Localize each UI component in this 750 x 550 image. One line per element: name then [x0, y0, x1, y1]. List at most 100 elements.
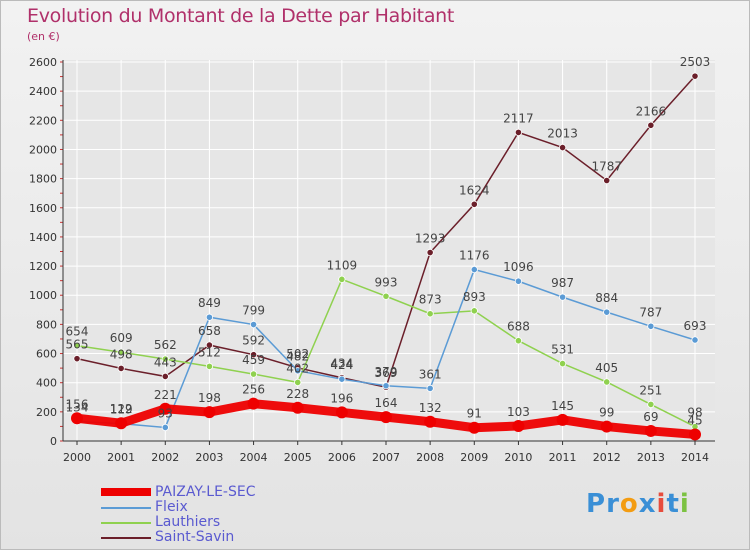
x-tick-label: 2007	[372, 451, 400, 464]
data-point	[600, 420, 613, 433]
data-point	[558, 143, 567, 152]
x-tick-label: 2012	[593, 451, 621, 464]
y-tick-label: 1800	[29, 173, 57, 186]
data-point	[647, 400, 655, 409]
data-point	[161, 423, 169, 432]
x-tick-label: 2004	[240, 451, 268, 464]
data-label: 609	[110, 331, 133, 345]
legend-label-saint-savin: Saint-Savin	[155, 529, 235, 545]
data-label: 658	[198, 324, 221, 338]
x-tick-label: 2000	[63, 451, 91, 464]
data-label: 531	[551, 343, 574, 357]
data-point	[247, 397, 260, 410]
data-point	[514, 277, 523, 285]
data-point	[338, 375, 346, 383]
data-point	[558, 293, 567, 301]
y-tick-label: 400	[36, 377, 57, 390]
data-point	[73, 342, 81, 350]
data-label: 119	[110, 403, 133, 417]
data-point	[647, 322, 655, 330]
data-label: 502	[286, 347, 309, 361]
data-label: 562	[154, 338, 177, 352]
data-point	[470, 307, 478, 315]
data-point	[205, 313, 214, 321]
y-tick-label: 1600	[29, 202, 57, 215]
data-label: 849	[198, 296, 221, 310]
data-point	[117, 348, 125, 356]
data-label: 2013	[547, 127, 578, 141]
data-point	[159, 402, 172, 415]
data-label: 2503	[680, 55, 711, 69]
x-tick-label: 2003	[195, 451, 223, 464]
proxiti-logo: Proxiti	[586, 489, 690, 519]
data-point	[512, 419, 525, 432]
data-point	[382, 292, 390, 300]
data-point	[426, 248, 434, 257]
data-label: 1293	[415, 232, 446, 246]
data-label: 256	[242, 383, 265, 397]
x-tick-label: 2010	[504, 451, 532, 464]
data-label: 369	[375, 366, 398, 380]
data-label: 99	[599, 406, 614, 420]
data-point	[426, 310, 434, 318]
legend-swatch-lauthiers	[101, 522, 151, 524]
data-point	[161, 372, 169, 381]
data-point	[294, 378, 302, 387]
data-label: 251	[639, 383, 662, 397]
data-point	[249, 320, 258, 329]
data-label: 459	[242, 353, 265, 367]
chart-unit: (en €)	[27, 30, 60, 43]
y-tick-label: 2000	[29, 143, 57, 156]
data-label: 196	[330, 391, 353, 405]
data-label: 93	[158, 406, 173, 420]
data-point	[205, 341, 214, 349]
data-label: 893	[463, 290, 486, 304]
data-label: 198	[198, 391, 221, 405]
data-point	[291, 401, 304, 414]
data-point	[249, 351, 258, 359]
data-label: 379	[375, 365, 398, 379]
legend-swatch-saint-savin	[101, 537, 151, 539]
data-point	[603, 308, 611, 316]
data-point	[115, 417, 128, 430]
data-label: 145	[551, 399, 574, 413]
data-label: 2166	[636, 104, 667, 118]
data-point	[249, 370, 258, 378]
data-label: 1176	[459, 249, 490, 263]
data-label: 787	[639, 305, 662, 319]
data-point	[556, 413, 569, 426]
data-point	[382, 382, 390, 390]
legend-label-paizay: PAIZAY-LE-SEC	[155, 484, 256, 500]
y-tick-label: 2200	[29, 114, 57, 127]
data-point	[603, 176, 611, 185]
data-point	[689, 428, 701, 441]
legend-label-fleix: Fleix	[155, 499, 188, 515]
data-label: 799	[242, 304, 265, 318]
data-label: 443	[154, 355, 177, 369]
y-tick-label: 600	[36, 348, 57, 361]
y-tick-label: 1200	[29, 260, 57, 273]
data-label: 512	[198, 345, 221, 359]
data-label: 134	[66, 400, 89, 414]
data-label: 688	[507, 320, 530, 334]
data-point	[470, 200, 478, 208]
data-point	[294, 367, 302, 375]
data-label: 693	[684, 319, 707, 333]
data-label: 361	[419, 367, 442, 381]
x-tick-label: 2002	[151, 451, 179, 464]
data-label: 69	[643, 410, 658, 424]
x-tick-label: 2014	[681, 451, 709, 464]
y-tick-label: 2600	[29, 56, 57, 69]
chart-title: Evolution du Montant de la Dette par Hab…	[27, 5, 455, 27]
data-label: 164	[375, 396, 398, 410]
y-tick-label: 800	[36, 318, 57, 331]
y-tick-label: 1400	[29, 231, 57, 244]
legend-label-lauthiers: Lauthiers	[155, 514, 221, 530]
data-label: 132	[419, 401, 442, 415]
data-point	[514, 128, 523, 137]
x-tick-label: 2009	[460, 451, 488, 464]
data-point	[514, 337, 523, 345]
y-tick-label: 2400	[29, 85, 57, 98]
x-tick-label: 2013	[637, 451, 665, 464]
